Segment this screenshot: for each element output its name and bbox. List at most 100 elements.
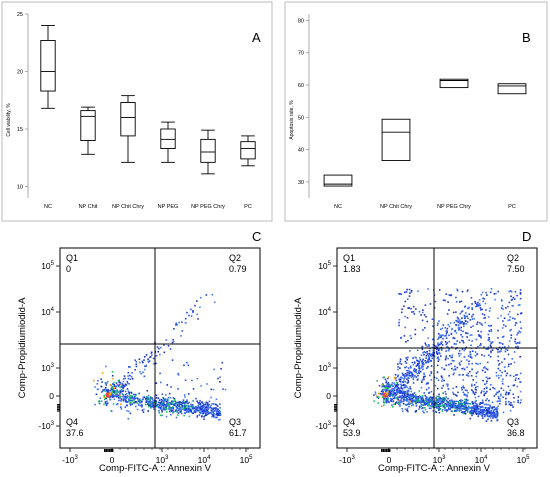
panel-d-event-dot (402, 392, 405, 394)
panel-d-event-dot (396, 392, 399, 395)
panel-d-event-dot (415, 356, 417, 359)
panel-c-event-dot (176, 404, 179, 406)
panel-c-event-dot (215, 398, 218, 401)
panel-d-event-dot (457, 324, 460, 326)
panel-c-event-dot (212, 414, 215, 417)
panel-c-event-dot (190, 405, 193, 408)
panel-d-event-dot (454, 410, 456, 412)
panel-d-event-dot (418, 405, 421, 408)
panel-d-event-dot (442, 404, 444, 406)
panel-a-category-label: NP Chit (79, 204, 98, 210)
panel-d-event-dot (488, 336, 490, 339)
panel-d-event-dot (487, 339, 490, 341)
panel-d-event-dot (428, 403, 430, 405)
panel-d-event-dot (485, 309, 487, 311)
panel-d-event-dot (489, 344, 492, 346)
panel-d-event-dot (495, 413, 497, 415)
panel-c-event-dot (198, 411, 201, 414)
panel-d-event-dot (469, 370, 471, 373)
panel-c-event-dot (120, 400, 122, 402)
panel-d-event-dot (459, 319, 461, 321)
panel-d-event-dot (429, 347, 431, 350)
panel-c-event-dot (122, 378, 125, 380)
panel-d-event-dot (499, 350, 501, 353)
panel-c-event-dot (155, 355, 158, 357)
panel-d-event-dot (475, 413, 478, 415)
panel-d-event-dot (499, 393, 502, 396)
panel-d-event-dot (404, 390, 407, 393)
panel-c-event-dot (175, 324, 177, 326)
panel-c-event-dot (131, 372, 133, 374)
panel-d-event-dot (464, 320, 467, 322)
panel-b-ylabel: Apoptosis rate, % (289, 100, 295, 140)
panel-c-event-dot (179, 407, 181, 409)
panel-d-event-dot (401, 377, 403, 379)
panel-d-x-zero-ticks (381, 449, 383, 452)
panel-d-event-dot (435, 348, 438, 351)
panel-c-q2-name: Q2 (229, 253, 241, 263)
panel-d-event-dot (404, 366, 406, 369)
panel-d-event-dot (423, 375, 425, 378)
panel-d-event-dot (458, 350, 461, 352)
panel-c-event-dot (167, 396, 170, 399)
panel-d-event-dot (458, 409, 460, 412)
panel-c-event-dot (203, 409, 205, 412)
panel-d-q3-name: Q3 (507, 417, 519, 427)
panel-c-event-dot (196, 377, 199, 380)
panel-d-event-dot (394, 397, 396, 399)
panel-d-event-dot (392, 397, 395, 400)
panel-d-event-dot (436, 364, 439, 367)
panel-d-event-dot (475, 405, 477, 408)
panel-d-event-dot (421, 379, 424, 382)
panel-c-event-dot (94, 403, 96, 406)
panel-c-event-dot (126, 410, 128, 412)
panel-d-event-dot (508, 301, 511, 304)
panel-c-event-dot (122, 389, 124, 392)
panel-d-event-dot (467, 332, 469, 335)
panel-d-event-dot (389, 385, 392, 388)
panel-d-event-dot (485, 382, 488, 384)
panel-d-event-dot (451, 356, 453, 359)
panel-d-event-dot (427, 337, 429, 339)
panel-a-box (40, 25, 56, 109)
panel-d-event-dot (392, 392, 394, 395)
panel-d-event-dot (399, 293, 401, 295)
panel-d-event-dot (383, 401, 386, 404)
panel-d-event-dot (391, 381, 394, 384)
panel-d-event-dot (463, 402, 466, 404)
panel-d-event-dot (452, 403, 455, 406)
panel-c-event-dot (152, 403, 154, 405)
panel-c-event-dot (128, 396, 131, 398)
panel-d-event-dot (495, 292, 497, 295)
panel-d-event-dot (465, 402, 468, 405)
panel-c-event-dot (116, 393, 119, 396)
panel-d-event-dot (413, 374, 416, 377)
panel-d-event-dot (465, 406, 467, 409)
panel-c-event-dot (159, 414, 162, 417)
panel-c-event-dot (196, 408, 199, 411)
panel-d-event-dot (456, 409, 458, 411)
panel-d-event-dot (466, 394, 468, 396)
panel-d-event-dot (412, 382, 415, 384)
panel-c-event-dot (118, 399, 120, 402)
panel-d-event-dot (414, 410, 417, 413)
panel-d-event-dot (462, 323, 465, 325)
panel-d-event-dot (465, 332, 468, 335)
panel-d-xlabel: Comp-FITC-A :: Annexin V (378, 463, 491, 474)
panel-c-event-dot (127, 410, 130, 413)
panel-c-event-dot (171, 359, 174, 361)
panel-d-event-dot (377, 396, 380, 398)
panel-d-x-tick-label: 104 (475, 455, 488, 465)
panel-d-event-dot (385, 399, 387, 402)
panel-d-event-dot (406, 391, 409, 394)
panel-d-event-dot (461, 310, 464, 312)
panel-d-event-dot (394, 392, 397, 394)
panel-d-event-dot (424, 304, 427, 306)
panel-c-event-dot (202, 402, 204, 405)
panel-d-event-dot (385, 401, 388, 404)
panel-c-event-dot (105, 397, 107, 400)
panel-c-event-dot (93, 379, 95, 382)
panel-d-event-dot (447, 388, 450, 390)
panel-d-event-dot (461, 410, 464, 413)
panel-d-event-dot (457, 317, 459, 319)
